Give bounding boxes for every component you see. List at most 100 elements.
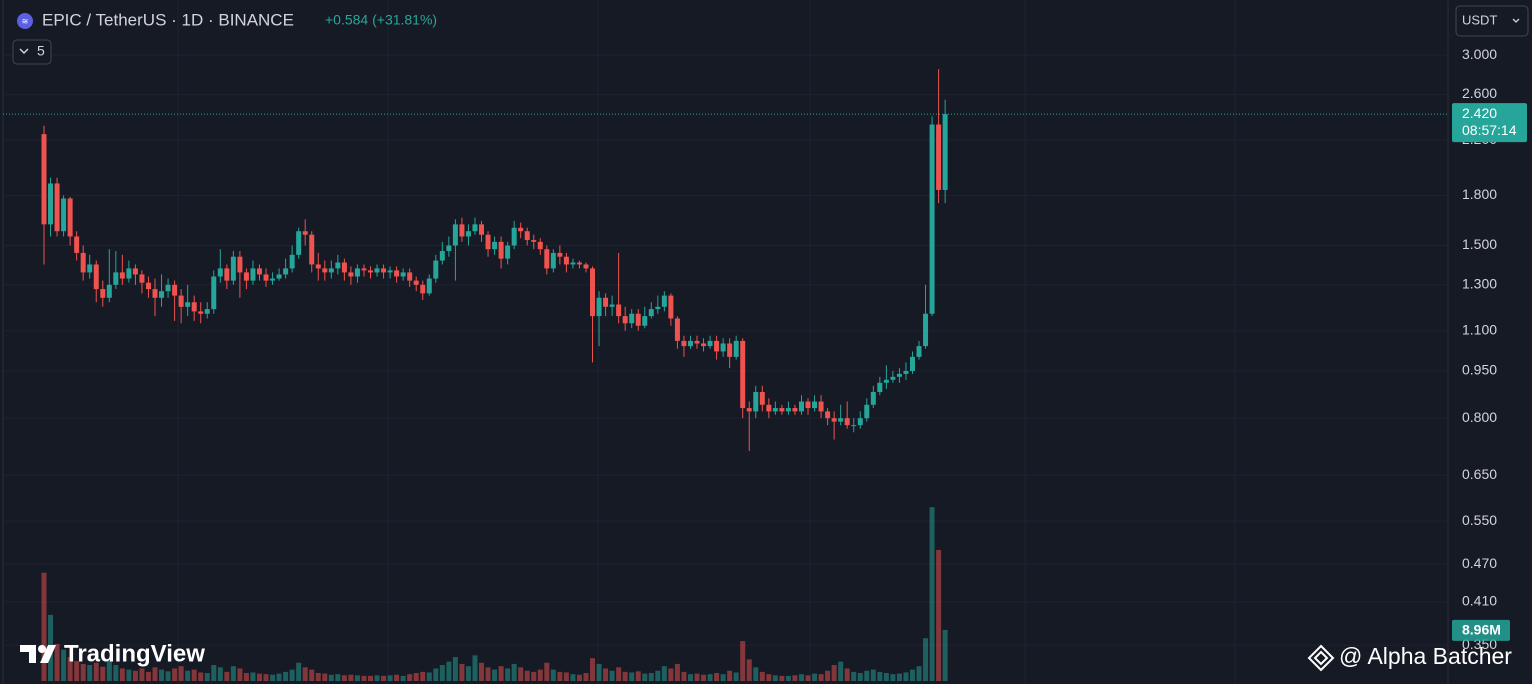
candle-body: [67, 198, 73, 237]
candle-body: [779, 408, 785, 412]
candle-body: [727, 343, 733, 357]
candle-body: [818, 401, 824, 412]
volume-bar: [576, 674, 582, 681]
volume-bar: [309, 669, 315, 681]
volume-bar: [485, 667, 491, 681]
candle-body: [198, 311, 204, 314]
candle-body: [570, 262, 576, 265]
candle-body: [857, 418, 863, 426]
candle-body: [681, 340, 687, 347]
candle-body: [309, 234, 315, 265]
volume-bar: [916, 666, 922, 681]
candle-body: [635, 313, 641, 326]
volume-bar: [694, 673, 700, 681]
currency-label: USDT: [1462, 12, 1497, 27]
candle-body: [524, 231, 530, 241]
volume-bar: [746, 659, 752, 681]
indicators-toggle[interactable]: [12, 39, 52, 65]
volume-bar: [217, 667, 223, 681]
volume-bar: [629, 672, 635, 681]
candle-body: [707, 340, 713, 347]
symbol-title[interactable]: EPIC / TetherUS · 1D · BINANCE: [42, 10, 294, 29]
volume-bar: [302, 667, 308, 681]
candle-body: [302, 231, 308, 235]
symbol-logo: [17, 13, 33, 29]
candle-body: [191, 302, 197, 312]
candle-body: [243, 272, 249, 281]
candle-body: [740, 340, 746, 409]
candle-body: [54, 183, 60, 232]
volume-bar: [792, 675, 798, 681]
volume-bar: [890, 674, 896, 681]
volume-bar: [498, 666, 504, 681]
volume-bar: [341, 675, 347, 681]
candle-body: [936, 124, 942, 190]
y-tick-label: 0.410: [1462, 593, 1497, 609]
candle-body: [407, 272, 413, 281]
candle-body: [185, 302, 191, 307]
watermark: TradingView: [64, 640, 205, 667]
volume-bar: [923, 638, 929, 681]
volume-bar: [100, 666, 106, 681]
volume-bar: [798, 674, 804, 681]
candle-body: [93, 264, 99, 290]
candle-body: [550, 252, 556, 269]
volume-bar: [864, 670, 870, 681]
candle-body: [289, 254, 295, 269]
volume-bar: [929, 507, 935, 681]
candle-body: [733, 340, 739, 357]
candle-body: [126, 268, 132, 279]
volume-bar: [687, 674, 693, 681]
candle-body: [452, 224, 458, 246]
y-tick-label: 0.650: [1462, 466, 1497, 482]
volume-bar: [263, 674, 269, 681]
volume-bar: [812, 673, 818, 681]
candle-body: [394, 270, 400, 277]
y-tick-label: 1.300: [1462, 276, 1497, 292]
volume-bar: [159, 669, 165, 681]
volume-bar: [772, 675, 778, 681]
candle-body: [812, 401, 818, 409]
candle-body: [831, 418, 837, 422]
volume-bar: [387, 675, 393, 681]
volume-bar: [459, 663, 465, 681]
candle-body: [877, 382, 883, 393]
candle-body: [341, 262, 347, 273]
candle-body: [759, 392, 765, 405]
volume-bar: [766, 674, 772, 681]
currency-select[interactable]: [1455, 5, 1529, 37]
candle-body: [870, 392, 876, 405]
candle-body: [792, 408, 798, 412]
candle-body: [439, 251, 445, 261]
volume-bar: [93, 662, 99, 681]
volume-bar: [635, 671, 641, 681]
y-tick-label: 0.550: [1462, 512, 1497, 528]
volume-bar: [609, 670, 615, 681]
candle-body: [270, 278, 276, 281]
volume-bar: [642, 673, 648, 681]
volume-bar: [720, 674, 726, 681]
volume-bar: [185, 670, 191, 681]
volume-bar: [230, 666, 236, 681]
volume-bar: [805, 675, 811, 681]
volume-bar: [74, 661, 80, 681]
candle-body: [701, 343, 707, 347]
candle-body: [322, 268, 328, 273]
volume-bar: [479, 662, 485, 681]
candle-body: [583, 264, 589, 269]
volume-bar: [224, 671, 230, 681]
candle-body: [557, 252, 563, 257]
candle-body: [753, 392, 759, 412]
volume-bar: [825, 670, 831, 681]
volume-bar: [518, 667, 524, 681]
candle-body: [596, 297, 602, 317]
y-tick-label: 3.000: [1462, 46, 1497, 62]
candle-body: [276, 274, 282, 279]
candle-body: [400, 272, 406, 277]
volume-bar: [132, 670, 138, 681]
volume-bar: [740, 641, 746, 681]
candle-body: [348, 272, 354, 277]
volume-bar: [681, 671, 687, 681]
candle-body: [106, 284, 112, 298]
